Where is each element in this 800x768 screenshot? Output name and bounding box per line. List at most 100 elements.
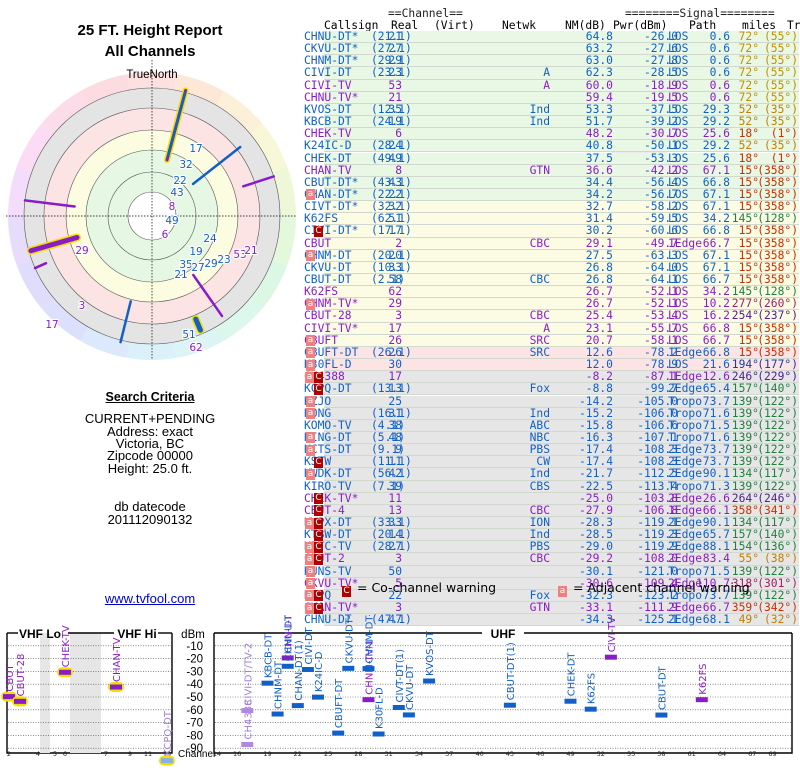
cell-path: Tropo [668, 430, 703, 444]
cell-dist: 67.1 [702, 187, 730, 201]
station-mark-label: CIVT-DT(1) [395, 649, 406, 703]
cell-path: LOS [668, 115, 689, 129]
cell-magn: (229°) [757, 370, 798, 384]
cell-netwk: A [543, 78, 550, 92]
cell-magn: (122°) [757, 418, 798, 432]
cell-dist: 71.5 [702, 418, 730, 432]
column-headers: Callsign Real (Virt) Netwk NM(dB) Pwr(dBm) Pat… [324, 19, 800, 32]
table-row[interactable]: K30FL-D 30 12.0 -78.9 LOS 21.6 194° (177°) [304, 359, 799, 372]
station-mark-label: CBUT-DT(1) [506, 642, 517, 700]
table-row[interactable]: CHNM-DT 20 (20.1) 27.5 -63.3 LOS 67.1 15° (358°) [304, 249, 799, 262]
cell-pwr: -56.7 [643, 187, 678, 201]
report-title: 25 FT. Height Report [77, 22, 223, 39]
cell-pwr: -108.0 [637, 552, 678, 566]
cell-true: 139° [731, 430, 759, 444]
table-row[interactable]: CHAN-DT* 22 (22.1) 34.2 -56.7 LOS 67.1 15° (358°… [304, 187, 799, 202]
table-row[interactable]: CHNU-DT 47 (47.1) -34.3 -125.1 2Edge 68.1 49° (3… [304, 614, 799, 627]
table-row[interactable]: CHEK-DT 49 (49.1) 37.5 -53.3 LOS 25.6 18° (1°) [304, 152, 799, 165]
radar-channel-label: 51 [182, 329, 195, 341]
cell-dist: 0.6 [709, 90, 730, 104]
table-row[interactable]: CBUT 2 CBC 29.1 -49.7 1Edge 66.7 15° (358°) [304, 236, 799, 250]
table-row[interactable]: KBTC-TV 27 (28.1) PBS -29.0 -119.9 2Edge 88.1 15… [304, 540, 799, 554]
table-row[interactable]: KOMO-TV 38 (4.1) ABC -15.8 -106.6 Tropo 71.5 139… [304, 418, 799, 432]
table-row[interactable]: CHEK-TV 6 48.2 -30.7 LOS 25.6 18° (1°) [304, 128, 799, 141]
x-tick-label: 67 [748, 750, 756, 758]
table-row[interactable]: CBUT-DT 58 (2.1) CBC 26.8 -64.1 LOS 66.7 15° (358… [304, 274, 799, 287]
cell-path: Tropo [668, 564, 703, 578]
table-row[interactable]: KCTS-DT 9 (9.1) PBS -17.4 -108.3 2Edge 73.7 139°… [304, 444, 799, 457]
station-mark [161, 758, 173, 764]
cell-netwk: GTN [529, 601, 550, 615]
cell-true: 15° [738, 236, 759, 250]
table-row[interactable]: KIRO-TV 39 (7.1) CBS -22.5 -113.4 Tropo 71.3 139… [304, 480, 799, 493]
cell-callsign: CKVU-DT [304, 260, 352, 274]
db-datecode-value: 201112090132 [107, 512, 193, 527]
table-row[interactable]: CKVU-TV* 5 -30.6 -109.4 2Edge 110.7 318° (301°) [304, 577, 799, 590]
cell-netwk: Ind [529, 467, 550, 481]
table-row[interactable]: CBUT-DT* 43 (43.1) 34.4 -56.4 LOS 66.8 15° (358°… [304, 175, 799, 189]
cell-virt: (17.1) [371, 224, 412, 238]
table-row[interactable]: CBUT-28 3 CBC 25.4 -53.4 LOS 16.2 254° (237°) [304, 309, 799, 323]
cell-nm: 26.7 [585, 297, 613, 311]
table-row[interactable]: KCPQ-DT 13 (13.1) Fox -8.8 -99.7 2Edge 65.4 157°… [304, 383, 799, 396]
table-row[interactable]: KONG 31 (16.1) Ind -15.2 -106.0 Tropo 71.6 139°(… [304, 407, 799, 420]
column-header: Pwr(dBm) [613, 19, 668, 32]
cell-magn: (136°) [757, 540, 798, 554]
table-row[interactable]: CBUFT-DT 26 (26.1) SRC 12.6 -78.2 1Edge 66.8 15°… [304, 345, 799, 360]
station-mark [241, 741, 254, 747]
table-row[interactable]: CIVT-DT* 32 (32.1) 32.7 -58.2 LOS 67.1 15° (358°… [304, 200, 799, 214]
table-row[interactable]: CIVI-TV* 17 A 23.1 -55.7 LOS 66.8 15° (358°) [304, 322, 799, 335]
table-row[interactable]: CBUT-2 3 CBC -29.2 -108.0 2Edge 83.4 55° (38°) [304, 552, 799, 566]
cell-callsign: CHNM-DT* [304, 54, 359, 68]
table-row[interactable]: K62FS 51 (62.1) 31.4 -59.5 LOS 34.2 145° (128°) [304, 213, 799, 226]
table-row[interactable]: CHNM-TV* 29 26.7 -52.1 LOS 10.2 277° (260°) [304, 297, 799, 311]
table-row[interactable]: KBCB-DT 19 (24.1) Ind 51.7 -39.2 LOS 29.2 52° (35… [304, 115, 799, 129]
table-row[interactable]: CHNU-DT* 21 (21.1) 64.8 -26.0 LOS 0.6 72° (55°) [304, 31, 799, 44]
cell-path: LOS [668, 333, 689, 347]
cell-virt: (24.1) [371, 115, 412, 129]
table-row[interactable]: CIVI-DT* 17 (17.1) 30.2 -60.6 LOS 66.8 15° (358°… [304, 224, 799, 238]
cell-callsign: KCPQ-DT [304, 382, 352, 396]
cell-true: 15° [738, 175, 759, 189]
y-tick-label: -10 [186, 641, 203, 653]
table-row[interactable]: CIVI-TV 53 A 60.0 -18.9 LOS 0.6 72° (55°) [304, 78, 799, 92]
table-row[interactable]: CHNM-DT* 29 (29.1) 63.0 -27.8 LOS 0.6 72° (55°) [304, 55, 799, 68]
station-mark-label: K24IC-D [314, 651, 325, 692]
cell-callsign: CHEK-DT [304, 151, 352, 165]
cell-nm: -8.2 [585, 370, 613, 384]
table-row[interactable]: KWDK-DT 42 (56.1) Ind -21.7 -112.5 2Edge 90.1 13… [304, 467, 799, 481]
x-tick-label: 46 [536, 750, 544, 758]
cell-pwr: -111.9 [637, 601, 678, 615]
cell-real: 17 [388, 370, 402, 384]
cochannel-warning-icon: C [314, 541, 323, 553]
y-axis-title: dBm [181, 629, 205, 641]
table-row[interactable]: KSTW11(11.1)CW-17.4-108.32Edge73.7139°(1… [304, 456, 799, 469]
table-row[interactable]: CIVI-DT 23 (23.1) A 62.3 -28.5 LOS 0.6 72° (55°) [304, 67, 799, 80]
table-row[interactable]: K62FS 62 26.7 -52.1 LOS 34.2 145° (128°) [304, 286, 799, 299]
cell-real: 3 [395, 309, 402, 323]
table-row[interactable]: CHNU-TV* 21 59.4 -19.5 LOS 0.6 72° (55°) [304, 90, 799, 104]
table-row[interactable]: KZJO 25 -14.2 -105.0 Tropo 73.7 139° (122°) [304, 395, 799, 408]
table-row[interactable]: KWPX-DT 33 (33.1) ION -28.3 -119.1 2Edge 90.1 13… [304, 516, 799, 530]
table-row[interactable]: CHAN-TV 8 GTN 36.6 -42.2 LOS 67.1 15° (358°) [304, 164, 799, 177]
table-row[interactable]: KUNS-TV 50 -30.1 -121.0 Tropo 71.5 139° (122°) [304, 564, 799, 578]
table-row[interactable]: KVOS-DT 35 (12.1) Ind 53.3 -37.5 LOS 29.3 52° (35… [304, 103, 799, 117]
cell-real: 22 [388, 187, 402, 201]
cell-dist: 66.8 [702, 345, 730, 359]
table-row[interactable]: K24IC-D 24 (28.1) 40.8 -50.1 LOS 29.2 52° (35°) [304, 140, 799, 153]
station-mark [59, 669, 71, 675]
cell-dist: 10.2 [702, 297, 730, 311]
tvfool-link[interactable]: www.tvfool.com [104, 591, 196, 606]
table-row[interactable]: CHAN-TV* 3 GTN -33.1 -111.9 2Edge 66.7 359° (342… [304, 601, 799, 615]
channel-gap [40, 633, 50, 753]
cell-pwr: -119.1 [637, 516, 678, 529]
station-spoke [166, 91, 187, 158]
cell-path: LOS [668, 200, 689, 214]
table-row[interactable]: CKVU-DT 33 (10.1) 26.8 -64.0 LOS 67.1 15° (358°) [304, 261, 799, 274]
cell-netwk: Ind [529, 115, 550, 129]
x-tick-label: 40 [475, 750, 483, 758]
table-row[interactable]: CKVU-DT* 27 (27.1) 63.2 -27.6 LOS 0.6 72° (55°) [304, 43, 799, 56]
table-row[interactable]: CHEK-TV* 11 -25.0 -103.8 2Edge 26.6 264° (246°) [304, 492, 799, 505]
table-row[interactable]: KING-DT 48 (5.1) NBC -16.3 -107.1 Tropo 71.6 139… [304, 430, 799, 445]
